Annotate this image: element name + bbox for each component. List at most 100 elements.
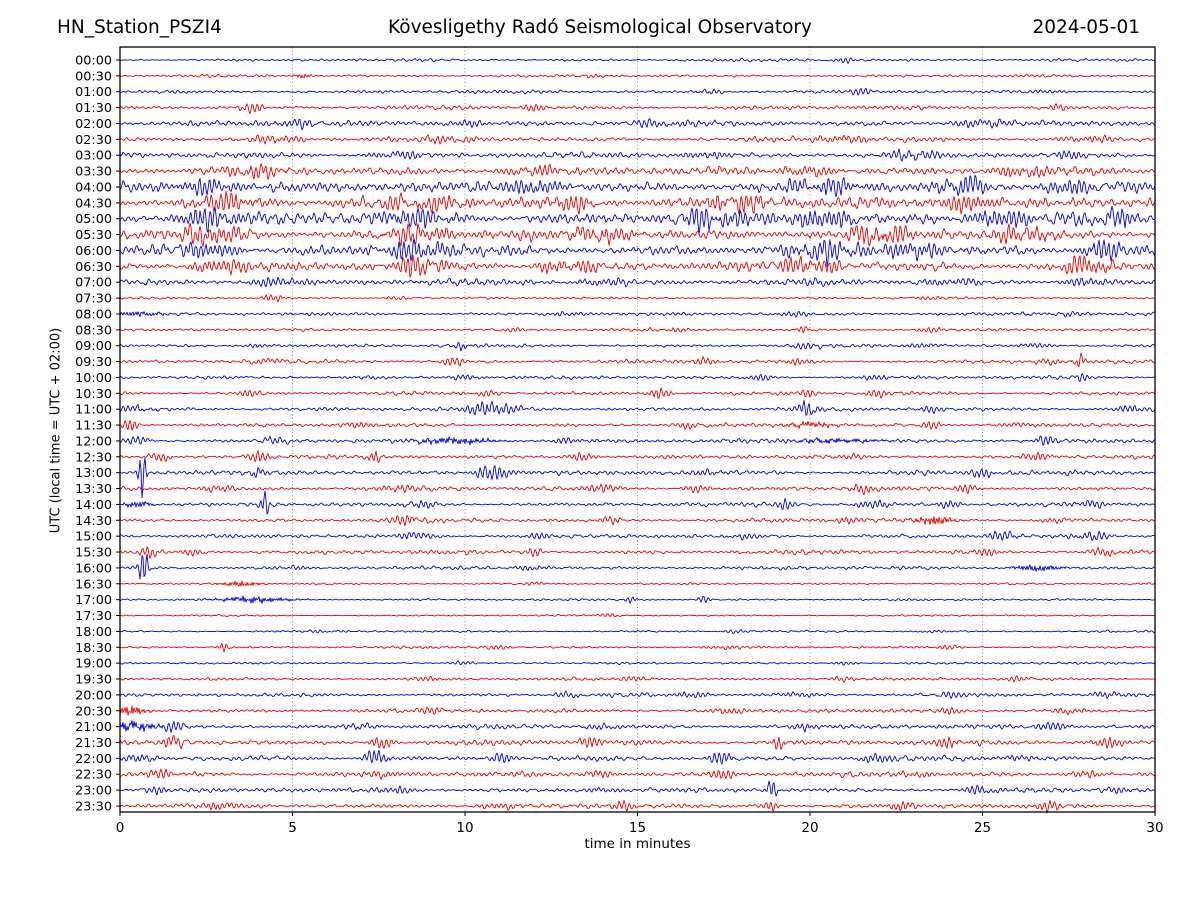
y-tick-label: 06:00 bbox=[75, 244, 112, 259]
y-tick-label: 01:30 bbox=[75, 101, 112, 116]
y-tick-label: 15:30 bbox=[75, 546, 112, 561]
y-tick-label: 08:30 bbox=[75, 323, 112, 338]
x-axis-label: time in minutes bbox=[584, 836, 691, 852]
seismogram-trace-2200 bbox=[119, 749, 1155, 765]
seismogram-trace-1800 bbox=[119, 629, 1156, 634]
seismogram-trace-1930 bbox=[119, 675, 1156, 683]
y-tick-label: 23:00 bbox=[75, 784, 112, 799]
y-tick-label: 12:00 bbox=[75, 434, 112, 449]
seismogram-trace-2100 bbox=[119, 720, 1155, 734]
seismogram-trace-1730 bbox=[119, 613, 1156, 618]
y-tick-label: 01:00 bbox=[75, 85, 112, 100]
seismogram-trace-0630 bbox=[119, 254, 1156, 278]
x-tick-label: 20 bbox=[801, 820, 818, 836]
seismogram-trace-1600 bbox=[119, 553, 1156, 580]
x-tick-label: 15 bbox=[629, 820, 646, 836]
seismogram-trace-2030 bbox=[119, 705, 1156, 716]
y-tick-label: 09:30 bbox=[75, 355, 112, 370]
seismogram-trace-0600 bbox=[119, 238, 1156, 268]
seismogram-trace-1300 bbox=[119, 457, 1156, 499]
seismogram-trace-1400 bbox=[119, 490, 1155, 515]
y-tick-label: 17:30 bbox=[75, 609, 112, 624]
y-tick-label: 09:00 bbox=[75, 339, 112, 354]
seismogram-trace-2330 bbox=[119, 799, 1156, 814]
y-tick-label: 07:00 bbox=[75, 276, 112, 291]
y-tick-label: 05:00 bbox=[75, 212, 112, 227]
y-tick-label: 11:30 bbox=[75, 419, 112, 434]
seismogram-trace-0200 bbox=[119, 118, 1156, 131]
observatory-title: Kövesligethy Radó Seismological Observat… bbox=[388, 17, 812, 38]
y-tick-label: 10:30 bbox=[75, 387, 112, 402]
y-tick-label: 23:30 bbox=[75, 799, 112, 814]
y-tick-label: 04:00 bbox=[75, 180, 112, 195]
y-tick-label: 21:00 bbox=[75, 720, 112, 735]
x-tick-label: 5 bbox=[288, 820, 297, 836]
y-tick-label: 20:00 bbox=[75, 688, 112, 703]
seismogram-trace-2000 bbox=[120, 690, 1156, 699]
y-tick-label: 17:00 bbox=[75, 593, 112, 608]
y-axis-label: UTC (local time = UTC + 02:00) bbox=[48, 327, 64, 534]
seismogram-trace-1100 bbox=[119, 399, 1156, 416]
seismogram-trace-1130 bbox=[119, 419, 1156, 431]
y-tick-label: 20:30 bbox=[75, 704, 112, 719]
y-tick-label: 02:00 bbox=[75, 117, 112, 132]
seismogram-trace-1330 bbox=[119, 483, 1156, 496]
seismogram-trace-0700 bbox=[119, 276, 1156, 288]
y-tick-label: 00:30 bbox=[75, 69, 112, 84]
x-tick-label: 30 bbox=[1146, 820, 1163, 836]
seismogram-trace-0100 bbox=[119, 87, 1156, 96]
seismogram-trace-0930 bbox=[119, 352, 1156, 367]
y-tick-label: 10:00 bbox=[75, 371, 112, 386]
y-tick-label: 22:00 bbox=[75, 752, 112, 767]
seismogram-trace-0430 bbox=[119, 190, 1156, 215]
seismogram-trace-2230 bbox=[119, 768, 1156, 780]
y-tick-label: 03:30 bbox=[75, 165, 112, 180]
seismogram-trace-1500 bbox=[119, 530, 1156, 542]
y-tick-label: 14:30 bbox=[75, 514, 112, 529]
seismogram-trace-0030 bbox=[119, 73, 1155, 79]
y-tick-label: 07:30 bbox=[75, 292, 112, 307]
x-tick-label: 0 bbox=[116, 820, 125, 836]
y-tick-label: 19:00 bbox=[75, 657, 112, 672]
seismogram-trace-0400 bbox=[119, 175, 1156, 198]
station-title: HN_Station_PSZI4 bbox=[57, 17, 222, 38]
y-tick-label: 21:30 bbox=[75, 736, 112, 751]
x-tick-label: 25 bbox=[974, 820, 991, 836]
y-tick-label: 22:30 bbox=[75, 768, 112, 783]
y-tick-label: 13:30 bbox=[75, 482, 112, 497]
y-tick-label: 13:00 bbox=[75, 466, 112, 481]
y-tick-label: 02:30 bbox=[75, 133, 112, 148]
seismogram-trace-1030 bbox=[119, 387, 1156, 399]
y-tick-label: 12:30 bbox=[75, 450, 112, 465]
y-tick-label: 16:00 bbox=[75, 561, 112, 576]
seismogram-trace-1830 bbox=[119, 642, 1156, 653]
seismogram-trace-1900 bbox=[119, 660, 1156, 666]
y-tick-label: 18:30 bbox=[75, 641, 112, 656]
seismogram-trace-0830 bbox=[119, 326, 1156, 334]
seismogram-trace-0000 bbox=[119, 57, 1156, 64]
seismogram-trace-1200 bbox=[119, 435, 1156, 446]
y-tick-label: 04:30 bbox=[75, 196, 112, 211]
seismogram-trace-0300 bbox=[120, 148, 1156, 162]
seismogram-trace-0900 bbox=[120, 342, 1156, 352]
date-title: 2024-05-01 bbox=[1032, 17, 1140, 38]
seismogram-trace-1630 bbox=[119, 580, 1155, 587]
y-tick-label: 00:00 bbox=[75, 54, 112, 69]
seismogram-trace-0730 bbox=[119, 294, 1156, 303]
y-tick-label: 16:30 bbox=[75, 577, 112, 592]
seismogram-trace-1700 bbox=[119, 595, 1156, 605]
y-tick-label: 11:00 bbox=[75, 403, 112, 418]
y-tick-label: 15:00 bbox=[75, 530, 112, 545]
seismogram-trace-1530 bbox=[119, 546, 1156, 559]
y-tick-label: 18:00 bbox=[75, 625, 112, 640]
y-tick-label: 19:30 bbox=[75, 673, 112, 688]
y-tick-label: 06:30 bbox=[75, 260, 112, 275]
y-tick-label: 03:00 bbox=[75, 149, 112, 164]
seismogram-trace-1000 bbox=[119, 373, 1156, 383]
seismogram-trace-0330 bbox=[119, 163, 1156, 181]
seismogram-trace-0130 bbox=[119, 103, 1156, 115]
seismogram-trace-0500 bbox=[119, 205, 1156, 236]
x-tick-label: 10 bbox=[456, 820, 473, 836]
seismogram-trace-0800 bbox=[119, 310, 1156, 318]
